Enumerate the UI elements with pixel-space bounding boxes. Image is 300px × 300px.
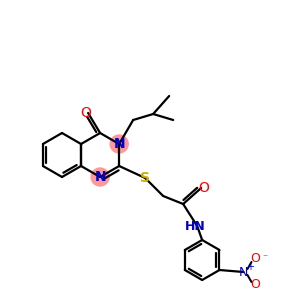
Circle shape xyxy=(91,168,109,186)
Text: S: S xyxy=(140,171,150,185)
Text: N: N xyxy=(94,170,106,184)
Text: N: N xyxy=(113,137,125,151)
Text: O: O xyxy=(250,278,260,290)
Text: O: O xyxy=(250,251,260,265)
Circle shape xyxy=(110,135,128,153)
Text: HN: HN xyxy=(185,220,206,232)
Text: +: + xyxy=(247,262,254,272)
Text: ⁻: ⁻ xyxy=(262,253,267,263)
Text: N: N xyxy=(239,266,248,278)
Text: O: O xyxy=(81,106,92,120)
Text: O: O xyxy=(199,181,210,195)
